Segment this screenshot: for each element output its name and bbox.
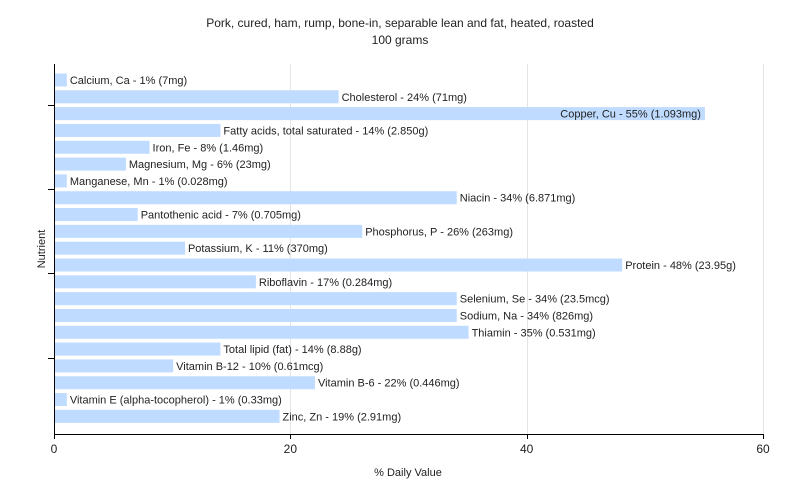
bar-label: Copper, Cu - 55% (1.093mg): [560, 109, 701, 121]
bar-total-lipid-fat: [55, 342, 221, 356]
x-tick-label: 40: [520, 442, 534, 456]
bar-riboflavin: [55, 275, 256, 289]
bar-label: Vitamin B-12 - 10% (0.61mcg): [176, 361, 323, 373]
bar-phosphorus-p: [55, 224, 363, 238]
bar-iron-fe: [55, 140, 150, 154]
bar-label: Iron, Fe - 8% (1.46mg): [153, 142, 264, 154]
bar-label: Vitamin E (alpha-tocopherol) - 1% (0.33m…: [70, 395, 282, 407]
x-tick-label: 20: [284, 442, 298, 456]
bar-label: Phosphorus, P - 26% (263mg): [365, 226, 513, 238]
bar-copper-cu: [55, 107, 705, 121]
bar-cholesterol: [55, 90, 339, 104]
bar-label: Thiamin - 35% (0.531mg): [472, 327, 596, 339]
bar-label: Selenium, Se - 34% (23.5mcg): [460, 294, 610, 306]
bar-label: Sodium, Na - 34% (826mg): [460, 310, 593, 322]
x-tick-label: 60: [756, 442, 770, 456]
grid-lines: [290, 64, 764, 434]
bar-calcium-ca: [55, 73, 67, 87]
bar-label: Pantothenic acid - 7% (0.705mg): [141, 210, 301, 222]
bar-label: Potassium, K - 11% (370mg): [188, 243, 328, 255]
bar-label: Calcium, Ca - 1% (7mg): [70, 75, 187, 87]
bar-vitamin-e-alpha-tocopherol: [55, 393, 67, 407]
bars: [55, 73, 705, 423]
bar-selenium-se: [55, 292, 457, 306]
bar-vitamin-b-12: [55, 359, 174, 373]
bar-labels: Calcium, Ca - 1% (7mg) Cholesterol - 24% …: [70, 75, 736, 423]
bar-label: Niacin - 34% (6.871mg): [460, 193, 576, 205]
bar-magnesium-mg: [55, 157, 126, 171]
bar-zinc-zn: [55, 409, 280, 423]
bar-label: Fatty acids, total saturated - 14% (2.85…: [223, 125, 428, 137]
bar-label: Manganese, Mn - 1% (0.028mg): [70, 176, 228, 188]
bar-fatty-acids-total-saturated: [55, 123, 221, 137]
bar-potassium-k: [55, 241, 185, 255]
chart-title-line: Pork, cured, ham, rump, bone-in, separab…: [206, 16, 594, 30]
bar-sodium-na: [55, 308, 457, 322]
bar-manganese-mn: [55, 174, 67, 188]
x-tick-label: 0: [51, 442, 58, 456]
bar-protein: [55, 258, 623, 272]
bar-pantothenic-acid: [55, 208, 138, 222]
x-axis-title: % Daily Value: [374, 467, 442, 479]
bar-label: Zinc, Zn - 19% (2.91mg): [283, 411, 402, 423]
bar-vitamin-b-6: [55, 376, 315, 390]
bar-label: Magnesium, Mg - 6% (23mg): [129, 159, 271, 171]
bar-label: Cholesterol - 24% (71mg): [342, 92, 467, 104]
bar-label: Vitamin B-6 - 22% (0.446mg): [318, 378, 460, 390]
axes: 0 20 40 60: [48, 64, 770, 456]
bar-label: Riboflavin - 17% (0.284mg): [259, 277, 392, 289]
chart-title: Pork, cured, ham, rump, bone-in, separab…: [206, 16, 594, 47]
bar-thiamin: [55, 325, 469, 339]
bar-label: Protein - 48% (23.95g): [625, 260, 736, 272]
y-axis-title: Nutrient: [36, 230, 48, 269]
chart-subtitle-line: 100 grams: [372, 33, 429, 47]
bar-label: Total lipid (fat) - 14% (8.88g): [223, 344, 361, 356]
bar-niacin: [55, 191, 457, 205]
